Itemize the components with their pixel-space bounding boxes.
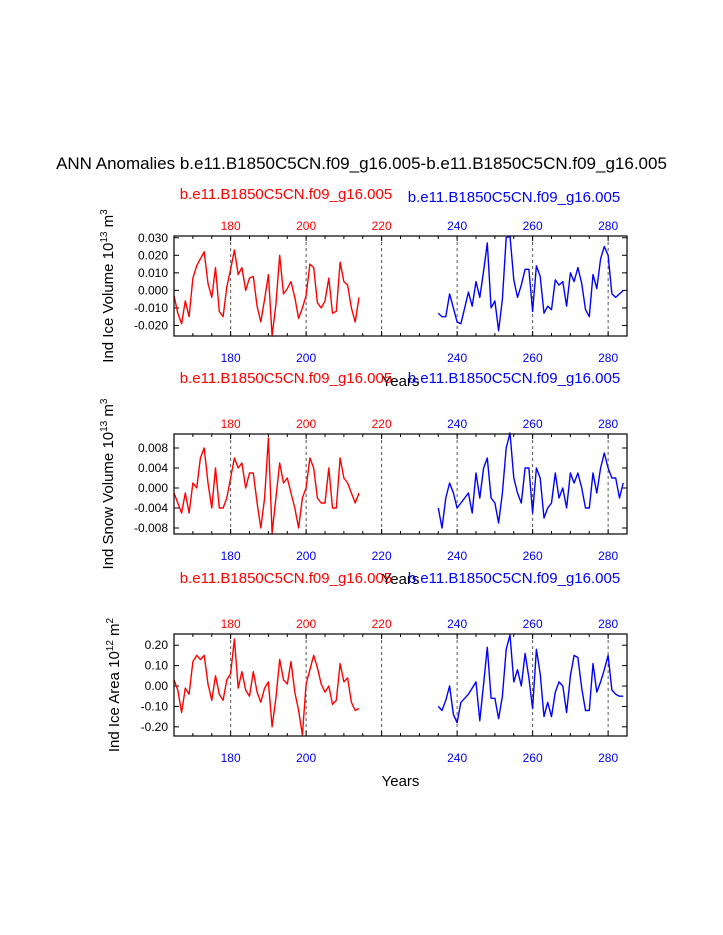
bottom-tick-label: 240 bbox=[447, 351, 467, 365]
y-axis-label: Ind Ice Area 1012 m2 bbox=[105, 617, 123, 752]
y-axis-label: Ind Snow Volume 1013 m3 bbox=[99, 398, 117, 569]
top-tick-label: 280 bbox=[598, 617, 618, 631]
x-axis-label: Years bbox=[382, 373, 420, 390]
bottom-tick-label: 200 bbox=[296, 351, 316, 365]
main-title: ANN Anomalies b.e11.B1850C5CN.f09_g16.00… bbox=[56, 154, 667, 173]
case1-label: b.e11.B1850C5CN.f09_g16.005 bbox=[180, 186, 392, 203]
top-tick-label: 220 bbox=[372, 219, 392, 233]
y-tick-label: 0.010 bbox=[138, 266, 168, 280]
top-tick-label: 200 bbox=[296, 417, 316, 431]
case1-label: b.e11.B1850C5CN.f09_g16.005 bbox=[180, 570, 392, 587]
case1-label: b.e11.B1850C5CN.f09_g16.005 bbox=[180, 370, 392, 387]
series-case1-line bbox=[173, 249, 360, 337]
bottom-tick-label: 240 bbox=[447, 751, 467, 765]
bottom-tick-label: 280 bbox=[598, 751, 618, 765]
top-tick-label: 180 bbox=[221, 617, 241, 631]
y-tick-label: 0.00 bbox=[145, 679, 169, 693]
top-tick-label: 240 bbox=[447, 219, 467, 233]
top-tick-label: 180 bbox=[221, 417, 241, 431]
top-tick-label: 260 bbox=[523, 417, 543, 431]
bottom-tick-label: 240 bbox=[447, 549, 467, 563]
top-tick-label: 280 bbox=[598, 417, 618, 431]
panel-1: -0.020 -0.010 0.000 0.010 0.020 0.030 180 200 22… bbox=[99, 186, 628, 390]
series-case2-line bbox=[437, 634, 624, 724]
y-axis-label: Ind Ice Volume 1013 m3 bbox=[99, 209, 117, 363]
y-tick-label: 0.004 bbox=[138, 461, 168, 475]
y-tick-label: -0.020 bbox=[134, 318, 168, 332]
bottom-tick-label: 180 bbox=[221, 351, 241, 365]
y-tick-label: 0.000 bbox=[138, 481, 168, 495]
top-tick-label: 180 bbox=[221, 219, 241, 233]
bottom-tick-label: 180 bbox=[221, 549, 241, 563]
panel-3: -0.20 -0.10 0.00 0.10 0.20 180 200 220 240 260 280… bbox=[105, 570, 628, 790]
top-tick-label: 220 bbox=[372, 417, 392, 431]
x-axis-label: Years bbox=[382, 773, 420, 790]
y-tick-label: 0.030 bbox=[138, 231, 168, 245]
bottom-tick-label: 260 bbox=[523, 549, 543, 563]
top-tick-label: 200 bbox=[296, 219, 316, 233]
bottom-tick-label: 220 bbox=[372, 549, 392, 563]
case2-label: b.e11.B1850C5CN.f09_g16.005 bbox=[408, 370, 620, 387]
series-case2-line bbox=[437, 432, 624, 529]
series-case1-line bbox=[173, 437, 360, 534]
plot-frame bbox=[173, 433, 628, 535]
bottom-tick-label: 260 bbox=[523, 751, 543, 765]
y-tick-label: 0.020 bbox=[138, 248, 168, 262]
y-tick-label: 0.10 bbox=[145, 659, 169, 673]
top-tick-label: 260 bbox=[523, 219, 543, 233]
bottom-tick-label: 180 bbox=[221, 751, 241, 765]
bottom-tick-label: 200 bbox=[296, 751, 316, 765]
case2-label: b.e11.B1850C5CN.f09_g16.005 bbox=[408, 570, 620, 587]
y-tick-label: -0.10 bbox=[141, 699, 169, 713]
bottom-tick-label: 280 bbox=[598, 351, 618, 365]
top-tick-label: 200 bbox=[296, 617, 316, 631]
case2-label: b.e11.B1850C5CN.f09_g16.005 bbox=[408, 189, 620, 206]
bottom-tick-label: 260 bbox=[523, 351, 543, 365]
y-tick-label: -0.008 bbox=[134, 521, 168, 535]
y-tick-label: 0.000 bbox=[138, 283, 168, 297]
top-tick-label: 260 bbox=[523, 617, 543, 631]
series-case2-line bbox=[437, 235, 624, 332]
plot-frame bbox=[173, 235, 628, 337]
top-tick-label: 220 bbox=[372, 617, 392, 631]
y-tick-label: -0.004 bbox=[134, 501, 168, 515]
bottom-tick-label: 280 bbox=[598, 549, 618, 563]
series-case1-line bbox=[173, 638, 360, 736]
y-tick-label: 0.008 bbox=[138, 441, 168, 455]
top-tick-label: 240 bbox=[447, 417, 467, 431]
x-axis-label: Years bbox=[382, 571, 420, 588]
y-tick-label: -0.010 bbox=[134, 301, 168, 315]
y-tick-label: 0.20 bbox=[145, 638, 169, 652]
top-tick-label: 280 bbox=[598, 219, 618, 233]
plot-frame bbox=[173, 633, 628, 737]
y-tick-label: -0.20 bbox=[141, 720, 169, 734]
bottom-tick-label: 200 bbox=[296, 549, 316, 563]
top-tick-label: 240 bbox=[447, 617, 467, 631]
panel-2: -0.008 -0.004 0.000 0.004 0.008 180 200 220 240 2… bbox=[99, 370, 628, 588]
